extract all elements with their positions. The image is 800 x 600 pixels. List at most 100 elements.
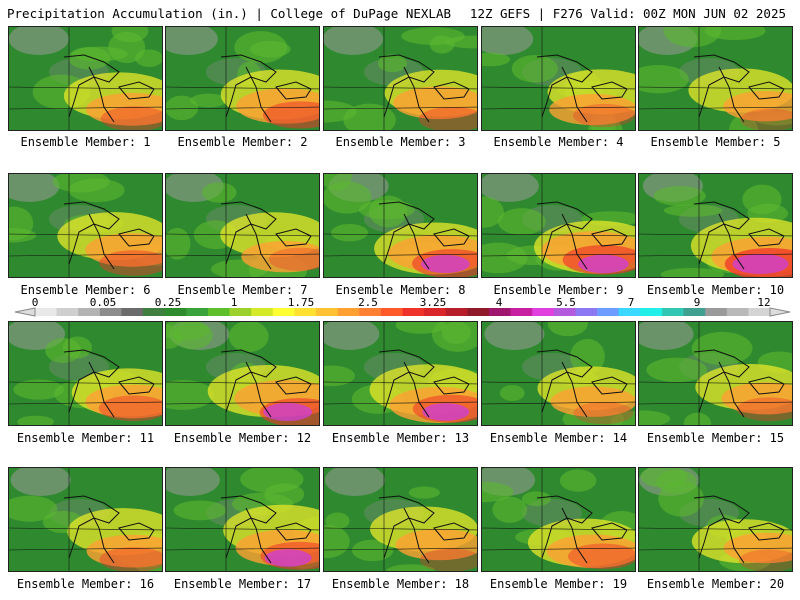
precip-field	[324, 322, 477, 425]
ensemble-member-map	[8, 26, 163, 131]
colorbar-swatch	[748, 308, 771, 316]
colorbar-tick-label: 5.5	[556, 296, 576, 309]
colorbar-swatch	[380, 308, 403, 316]
model-run-info: 12Z GEFS | F276 Valid: 00Z MON JUN 02 20…	[469, 6, 786, 21]
precip-field	[639, 468, 792, 571]
ensemble-member-map	[481, 467, 636, 572]
precip-field	[9, 322, 162, 425]
precip-field	[166, 468, 319, 571]
colorbar-right-arrow	[769, 307, 791, 317]
member-label: Ensemble Member: 4	[493, 135, 624, 149]
colorbar-swatch	[251, 308, 274, 316]
colorbar-swatch	[424, 308, 447, 316]
precip-field	[482, 322, 635, 425]
member-label: Ensemble Member: 2	[177, 135, 308, 149]
member-label: Ensemble Member: 9	[493, 283, 624, 297]
colorbar-swatch	[143, 308, 166, 316]
colorbar-swatch	[272, 308, 295, 316]
colorbar-swatch	[99, 308, 122, 316]
colorbar-tick-label: 7	[628, 296, 635, 309]
colorbar-swatch	[488, 308, 512, 316]
ensemble-member-map	[8, 173, 163, 278]
ensemble-member-map	[638, 173, 793, 278]
precip-field	[324, 468, 477, 571]
precip-field	[482, 27, 635, 130]
map-title: Precipitation Accumulation (in.) | Colle…	[7, 6, 452, 21]
ensemble-member-map	[638, 26, 793, 131]
colorbar-swatch	[402, 308, 425, 316]
member-label: Ensemble Member: 10	[646, 283, 785, 297]
ensemble-member-map	[638, 467, 793, 572]
member-label: Ensemble Member: 17	[173, 577, 312, 591]
colorbar-tick-label: 4	[496, 296, 503, 309]
ensemble-member-map	[323, 173, 478, 278]
ensemble-member-map	[165, 173, 320, 278]
colorbar-swatch	[35, 308, 58, 316]
colorbar-tick-label: 9	[694, 296, 701, 309]
precip-field	[9, 174, 162, 277]
colorbar-tick-label: 2.5	[358, 296, 378, 309]
colorbar-swatch	[229, 308, 252, 316]
member-label: Ensemble Member: 8	[335, 283, 466, 297]
ensemble-member-map	[481, 321, 636, 426]
colorbar-swatch	[56, 308, 79, 316]
member-label: Ensemble Member: 20	[646, 577, 785, 591]
colorbar-swatch	[467, 308, 490, 316]
precip-field	[639, 322, 792, 425]
colorbar-swatch	[78, 308, 101, 316]
colorbar-swatch	[661, 308, 685, 316]
member-label: Ensemble Member: 13	[331, 431, 470, 445]
colorbar-swatch	[359, 308, 382, 316]
ensemble-member-map	[323, 467, 478, 572]
member-label: Ensemble Member: 3	[335, 135, 466, 149]
colorbar-swatch	[683, 308, 706, 316]
colorbar-swatch	[294, 308, 317, 316]
precip-field	[166, 27, 319, 130]
ensemble-member-map	[8, 467, 163, 572]
precip-field	[166, 174, 319, 277]
colorbar-tick-label: 3.25	[420, 296, 447, 309]
ensemble-member-map	[165, 321, 320, 426]
colorbar-swatch	[726, 308, 749, 316]
colorbar-swatch	[640, 308, 663, 316]
ensemble-member-map	[165, 26, 320, 131]
member-label: Ensemble Member: 15	[646, 431, 785, 445]
ensemble-member-map	[323, 321, 478, 426]
ensemble-member-map	[8, 321, 163, 426]
member-label: Ensemble Member: 14	[489, 431, 628, 445]
ensemble-member-map	[481, 26, 636, 131]
colorbar-swatch	[164, 308, 187, 316]
colorbar-tick-label: 12	[757, 296, 770, 309]
colorbar-swatch	[705, 308, 728, 316]
colorbar-swatch	[445, 308, 468, 316]
colorbar-swatch	[121, 308, 144, 316]
colorbar-swatch	[597, 308, 620, 316]
precip-field	[9, 468, 162, 571]
precip-field	[639, 27, 792, 130]
member-label: Ensemble Member: 16	[16, 577, 155, 591]
member-label: Ensemble Member: 18	[331, 577, 470, 591]
colorbar-swatch	[553, 308, 576, 316]
colorbar-left-arrow	[14, 307, 36, 317]
member-label: Ensemble Member: 19	[489, 577, 628, 591]
colorbar-swatch	[316, 308, 339, 316]
precip-field	[482, 468, 635, 571]
precip-field	[9, 27, 162, 130]
member-label: Ensemble Member: 7	[177, 283, 308, 297]
precip-field	[324, 174, 477, 277]
member-label: Ensemble Member: 6	[20, 283, 151, 297]
colorbar-swatch	[337, 308, 360, 316]
precip-field	[324, 27, 477, 130]
ensemble-member-map	[323, 26, 478, 131]
colorbar-tick-label: 0.05	[90, 296, 117, 309]
precip-field	[166, 322, 319, 425]
colorbar-swatch	[575, 308, 598, 316]
colorbar-tick-label: 1.75	[288, 296, 315, 309]
colorbar-swatch	[510, 308, 533, 316]
precip-field	[639, 174, 792, 277]
member-label: Ensemble Member: 11	[16, 431, 155, 445]
colorbar-swatch	[186, 308, 209, 316]
member-label: Ensemble Member: 5	[650, 135, 781, 149]
ensemble-member-map	[165, 467, 320, 572]
colorbar-tick-label: 0.25	[155, 296, 182, 309]
